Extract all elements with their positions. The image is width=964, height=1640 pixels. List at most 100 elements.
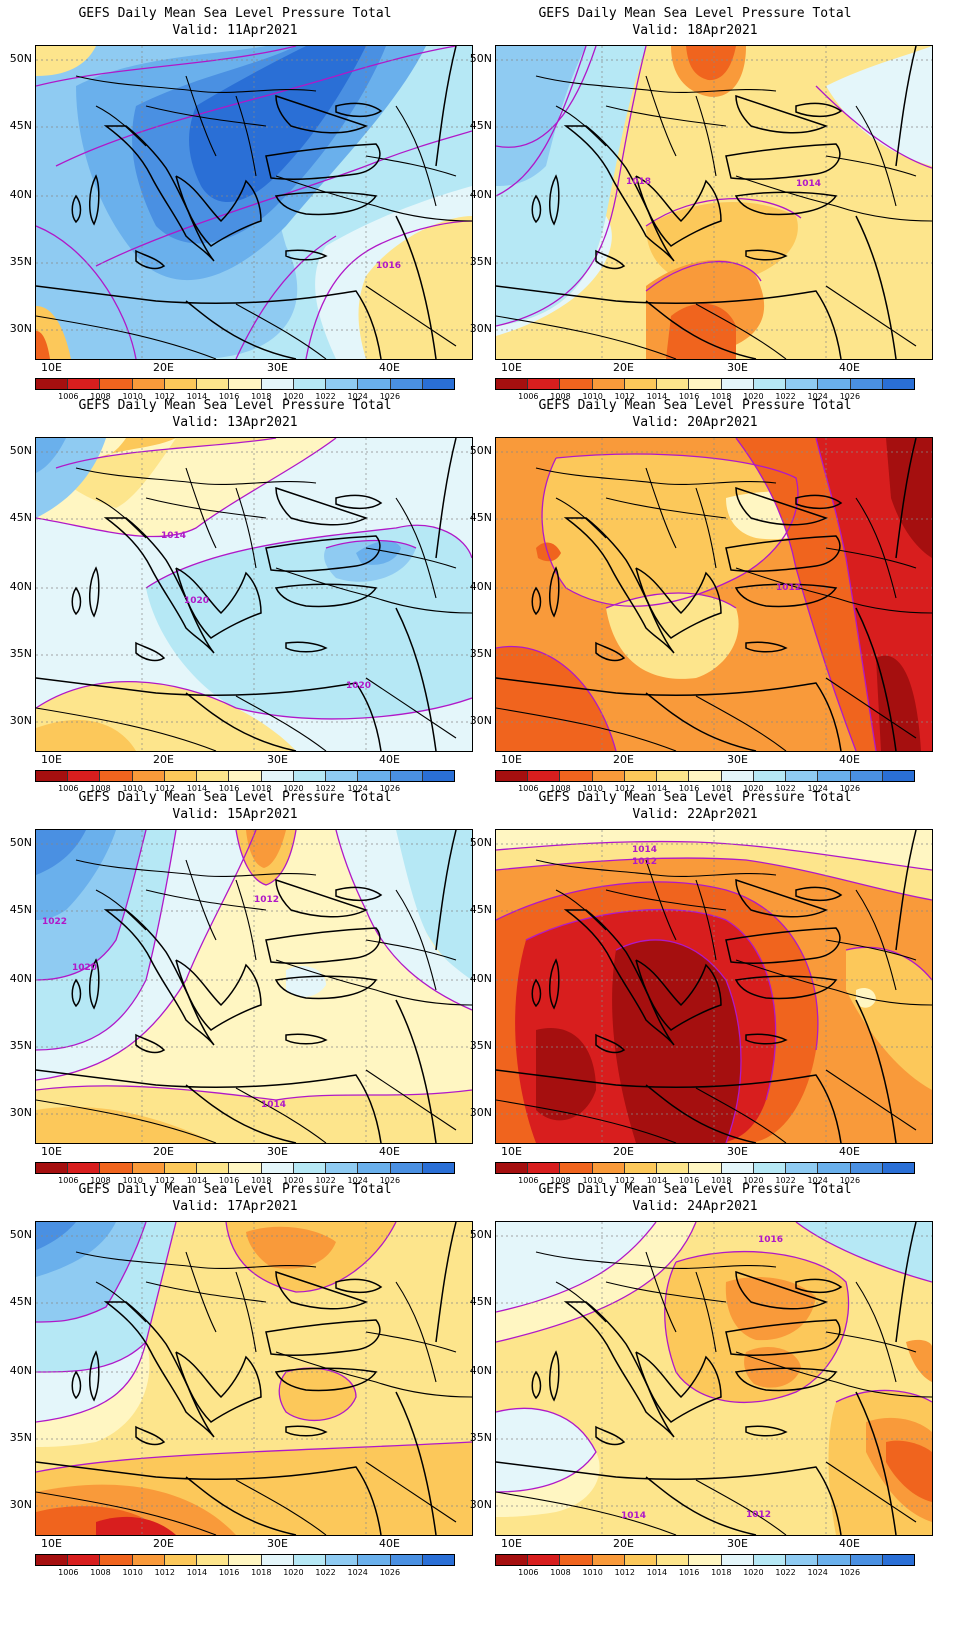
latitude-label: 40N xyxy=(469,972,492,985)
coastline xyxy=(563,517,675,654)
isobar-line xyxy=(815,438,877,751)
colorbar-label: 1018 xyxy=(251,1568,272,1577)
coastline xyxy=(185,300,297,359)
coastline xyxy=(855,607,897,751)
colorbar-label: 1024 xyxy=(347,1176,368,1185)
coastline xyxy=(734,1367,838,1392)
isobar-line xyxy=(225,1222,397,1293)
country-border xyxy=(855,1281,897,1383)
colorbar-label: 1020 xyxy=(283,1568,304,1577)
country-border xyxy=(695,1271,717,1353)
coastline xyxy=(549,958,560,1010)
country-border xyxy=(855,889,897,991)
isobar-line xyxy=(36,438,337,538)
pressure-band xyxy=(542,454,798,607)
latitude-label: 40N xyxy=(469,1364,492,1377)
longitude-label: 30E xyxy=(267,1145,288,1158)
colorbar-label: 1016 xyxy=(218,1568,240,1577)
coastline xyxy=(496,1069,842,1143)
country-border xyxy=(235,695,327,751)
colorbar-label: 1020 xyxy=(283,784,304,793)
colorbar-label: 1012 xyxy=(154,392,175,401)
coastline xyxy=(285,641,328,653)
coastline xyxy=(395,607,437,751)
longitude-label: 10E xyxy=(501,1145,522,1158)
coastline xyxy=(274,583,378,608)
country-border xyxy=(645,1251,677,1333)
country-border xyxy=(535,1251,777,1269)
colorbar-swatch xyxy=(818,771,851,781)
country-border xyxy=(695,303,787,359)
map-panel: GEFS Daily Mean Sea Level Pressure Total… xyxy=(0,784,473,1185)
coastline xyxy=(275,94,368,134)
colorbar-label: 1006 xyxy=(58,1176,79,1185)
coastline xyxy=(645,300,757,359)
pressure-band xyxy=(886,1440,932,1502)
country-border xyxy=(365,547,457,569)
country-border xyxy=(535,75,777,93)
colorbar-swatch xyxy=(326,1555,359,1565)
pressure-band xyxy=(336,830,472,1010)
latitude-label: 50N xyxy=(9,1228,32,1241)
colorbar-label: 1014 xyxy=(646,1568,668,1577)
isobar-line xyxy=(55,438,277,469)
latitude-label: 50N xyxy=(9,444,32,457)
pressure-band xyxy=(36,1342,150,1447)
colorbar-label: 1020 xyxy=(743,1568,764,1577)
colorbar-label: 1008 xyxy=(90,392,111,401)
pressure-band xyxy=(796,1222,932,1282)
colorbar-swatch xyxy=(422,1163,455,1173)
colorbar-swatch xyxy=(164,379,198,389)
coastline xyxy=(635,959,722,1031)
pressure-band xyxy=(36,830,86,875)
country-border xyxy=(75,467,317,485)
latitude-label: 45N xyxy=(469,1295,492,1308)
pressure-map-svg: 1014 1020 1020 xyxy=(36,438,472,751)
colorbar-swatch xyxy=(326,771,359,781)
colorbar-label: 1022 xyxy=(775,1176,796,1185)
country-border xyxy=(825,155,917,177)
pressure-band xyxy=(496,830,932,870)
latitude-label: 35N xyxy=(469,647,492,660)
latitude-label: 35N xyxy=(9,647,32,660)
isobar-line xyxy=(278,1367,357,1422)
pressure-colorbar xyxy=(495,1554,915,1566)
colorbar-swatch xyxy=(753,771,787,781)
latitude-label: 45N xyxy=(469,119,492,132)
pressure-band xyxy=(96,1516,176,1535)
map-panel: GEFS Daily Mean Sea Level Pressure Total… xyxy=(460,1176,933,1577)
latitude-label: 30N xyxy=(9,1106,32,1119)
isobar-label: 1016 xyxy=(758,1235,783,1245)
colorbar-swatch xyxy=(164,771,198,781)
coastline xyxy=(795,494,843,510)
country-border xyxy=(235,95,257,177)
colorbar-swatch xyxy=(882,771,915,781)
colorbar-swatch xyxy=(624,379,658,389)
coastline xyxy=(285,249,328,261)
country-border xyxy=(695,879,717,961)
isobar-line xyxy=(36,1441,472,1473)
colorbar-swatch xyxy=(592,771,625,781)
colorbar-label: 1022 xyxy=(775,784,796,793)
colorbar-label: 1026 xyxy=(839,784,861,793)
latitude-label: 40N xyxy=(469,188,492,201)
colorbar-label: 1006 xyxy=(518,1568,539,1577)
colorbar-swatch xyxy=(293,1555,327,1565)
country-border xyxy=(235,487,257,569)
coastline xyxy=(795,886,843,902)
pressure-band xyxy=(358,216,472,359)
colorbar-label: 1020 xyxy=(283,392,304,401)
coastline xyxy=(103,125,215,262)
colorbar-swatch xyxy=(36,1163,69,1173)
colorbar-swatch xyxy=(229,771,262,781)
colorbar-swatch xyxy=(261,1555,294,1565)
colorbar-swatch xyxy=(786,771,819,781)
coastline xyxy=(595,1033,626,1054)
country-border xyxy=(235,1087,327,1143)
isobar-label: 1014 xyxy=(261,1100,286,1110)
colorbar-swatch xyxy=(560,1555,593,1565)
country-border xyxy=(535,467,777,485)
longitude-label: 10E xyxy=(501,361,522,374)
colorbar-label: 1016 xyxy=(218,784,240,793)
colorbar-swatch xyxy=(624,1555,658,1565)
